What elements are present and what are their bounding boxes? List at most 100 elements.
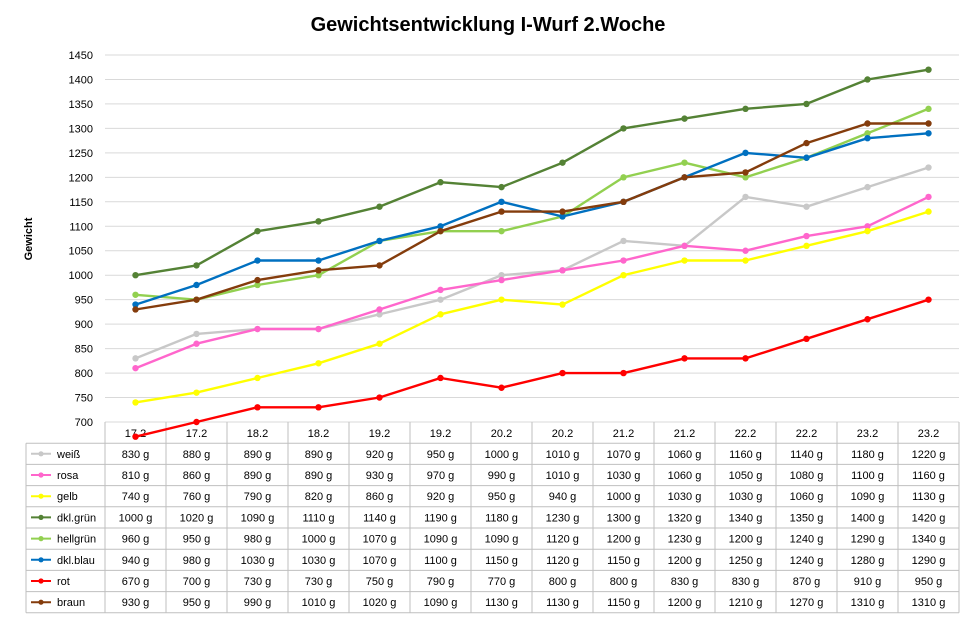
data-cell: 930 g	[366, 470, 394, 482]
data-point	[559, 213, 566, 220]
data-point	[681, 242, 688, 250]
data-cell: 950 g	[183, 597, 211, 609]
series-line	[135, 68, 929, 277]
data-cell: 1100 g	[424, 555, 457, 567]
series-line	[135, 298, 929, 438]
gridlines	[105, 54, 959, 423]
y-tick-label: 1350	[69, 99, 93, 111]
data-point	[315, 267, 322, 274]
data-cell: 890 g	[305, 449, 333, 461]
y-tick-label: 1050	[69, 246, 93, 258]
data-point	[864, 130, 871, 137]
y-tick-label: 1250	[69, 148, 93, 160]
data-cell: 1010 g	[546, 470, 580, 482]
data-point	[315, 360, 322, 367]
data-point	[925, 164, 932, 171]
data-cell: 1190 g	[424, 512, 457, 524]
data-point	[437, 227, 444, 235]
series-line	[135, 132, 929, 306]
data-point	[376, 394, 383, 401]
legend-label: rot	[57, 576, 70, 588]
data-point	[193, 330, 200, 338]
data-point	[925, 208, 932, 215]
data-point	[193, 296, 200, 303]
data-cell: 1060 g	[790, 491, 824, 503]
data-point	[193, 262, 200, 269]
data-cell: 1400 g	[851, 512, 885, 524]
data-point	[254, 276, 261, 284]
data-cell: 1010 g	[302, 597, 336, 609]
y-tick-label: 950	[75, 295, 93, 307]
data-cell: 750 g	[366, 576, 394, 588]
y-tick-label: 850	[75, 344, 93, 356]
x-tick-label: 21.2	[613, 428, 634, 440]
data-point	[925, 66, 932, 73]
data-point	[559, 267, 566, 274]
data-cell: 1020 g	[180, 512, 214, 524]
y-tick-label: 1000	[69, 270, 93, 282]
data-cell: 1140 g	[790, 449, 823, 461]
data-point	[193, 281, 200, 289]
data-cell: 940 g	[549, 491, 577, 503]
data-point	[132, 355, 139, 362]
data-point	[498, 296, 505, 303]
data-cell: 1030 g	[729, 491, 763, 503]
data-point	[132, 301, 139, 308]
data-point	[498, 198, 505, 205]
data-point	[803, 139, 810, 147]
data-point	[742, 149, 749, 157]
data-cell: 950 g	[183, 534, 211, 546]
data-point	[193, 389, 200, 396]
data-point	[742, 355, 749, 362]
data-cell: 830 g	[671, 576, 699, 588]
x-tick-label: 18.2	[247, 428, 268, 440]
data-point	[254, 257, 261, 264]
data-point	[620, 174, 627, 181]
data-point	[620, 125, 627, 132]
data-point	[620, 272, 627, 279]
data-cell: 1080 g	[790, 470, 824, 482]
data-cell: 920 g	[366, 449, 394, 461]
data-point	[620, 198, 627, 205]
data-point	[315, 218, 322, 225]
data-point	[864, 120, 871, 127]
data-cell: 800 g	[549, 576, 577, 588]
data-cell: 1090 g	[424, 534, 458, 546]
legend-key-marker	[38, 599, 44, 605]
data-cell: 1070 g	[363, 534, 397, 546]
data-cell: 930 g	[122, 597, 150, 609]
legend-label: hellgrün	[57, 534, 96, 546]
data-point	[742, 193, 749, 201]
data-point	[376, 262, 383, 269]
data-point	[193, 340, 200, 347]
data-cell: 1250 g	[729, 555, 763, 567]
data-point	[437, 286, 444, 294]
data-cell: 1290 g	[851, 534, 885, 546]
series-line	[135, 107, 929, 301]
data-point	[803, 100, 810, 108]
data-point	[498, 384, 505, 391]
data-point	[315, 325, 322, 333]
data-point	[925, 193, 932, 201]
data-cell: 1270 g	[790, 597, 824, 609]
chart-title: Gewichtsentwicklung I-Wurf 2.Woche	[311, 14, 666, 36]
data-point	[315, 257, 322, 264]
data-cell: 1140 g	[363, 512, 396, 524]
data-point	[803, 203, 810, 210]
data-point	[498, 227, 505, 235]
data-cell: 1090 g	[485, 534, 519, 546]
x-tick-label: 17.2	[186, 428, 207, 440]
data-cell: 770 g	[488, 576, 516, 588]
data-cell: 1150 g	[485, 555, 518, 567]
legend-key-marker	[38, 514, 44, 521]
data-point	[193, 418, 200, 426]
data-cell: 670 g	[122, 576, 150, 588]
data-point	[132, 291, 139, 298]
data-cell: 730 g	[305, 576, 333, 588]
data-cell: 1000 g	[302, 534, 336, 546]
data-cell: 870 g	[793, 576, 821, 588]
x-tick-label: 23.2	[857, 428, 878, 440]
data-cell: 1050 g	[729, 470, 763, 482]
legend-key-marker	[38, 557, 44, 563]
